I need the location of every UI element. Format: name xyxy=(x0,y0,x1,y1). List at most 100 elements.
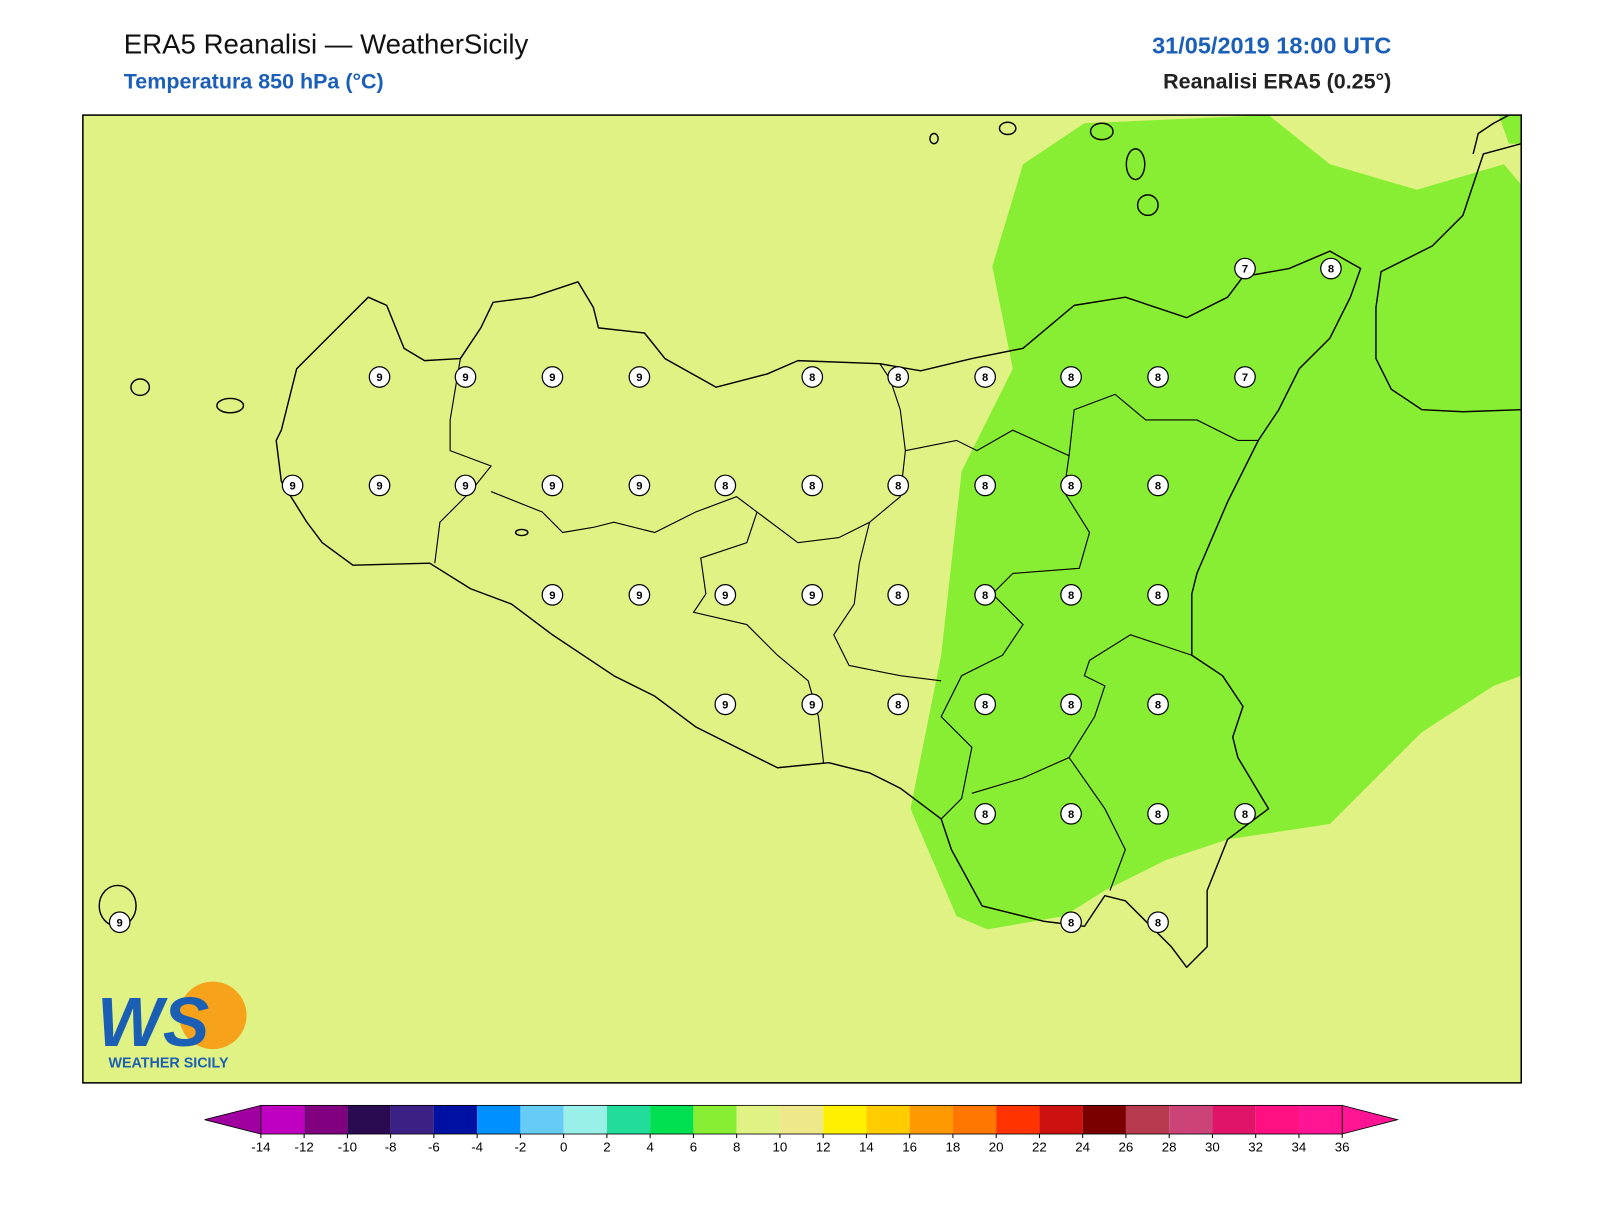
station-value: 8 xyxy=(1068,917,1074,929)
station-marker xyxy=(974,366,997,388)
station-marker xyxy=(368,366,391,388)
island xyxy=(929,132,939,145)
colorbar-box xyxy=(1039,1105,1083,1135)
station-value: 9 xyxy=(722,699,728,711)
colorbar-tick-label: -8 xyxy=(385,1139,397,1154)
colorbar-tick-label: 32 xyxy=(1248,1139,1263,1154)
station-marker xyxy=(801,584,824,606)
island xyxy=(216,397,245,414)
station-value: 9 xyxy=(636,372,642,384)
colorbar-box xyxy=(433,1105,478,1135)
station-value: 9 xyxy=(549,590,555,602)
logo-sun xyxy=(179,981,247,1050)
station-value: 8 xyxy=(809,481,815,493)
station-value: 9 xyxy=(809,699,815,711)
colorbar-box xyxy=(952,1105,997,1135)
province-border xyxy=(1068,757,1126,891)
colorbar-tick-label: 22 xyxy=(1032,1139,1047,1154)
station-value: 8 xyxy=(982,481,988,493)
colorbar-tick-label: 4 xyxy=(646,1139,653,1154)
station-marker xyxy=(108,911,131,934)
colorbar-tick-label: 16 xyxy=(902,1139,917,1154)
colorbar-box xyxy=(1169,1105,1213,1135)
colorbar-box xyxy=(779,1105,824,1135)
station-marker xyxy=(628,474,651,497)
logo-caption: WEATHER SICILY xyxy=(108,1056,229,1072)
island xyxy=(514,528,529,537)
map-area: 9 9 9 9 8 8 8 8 8 7 7 8 9 9 9 9 9 8 8 8 8 8 8 9 9 9 9 8 8 8 8 9 9 8 8 8 8 8 8 8… xyxy=(82,115,1522,1083)
station-marker xyxy=(714,584,737,606)
subtitle: Temperatura 850 hPa (°C) xyxy=(124,69,384,93)
temperature-region xyxy=(1498,115,1522,144)
temperature-region xyxy=(910,115,1522,930)
station-layer: 9 9 9 9 8 8 8 8 8 7 7 8 9 9 9 9 9 8 8 8 8 8 8 9 9 9 9 8 8 8 8 9 9 8 8 8 8 8 8 8… xyxy=(108,257,1342,934)
station-marker xyxy=(1147,584,1169,606)
station-marker xyxy=(1060,366,1082,388)
station-marker xyxy=(281,474,304,497)
station-marker xyxy=(714,693,737,716)
station-value: 8 xyxy=(895,481,901,493)
colorbar: -14 -12 -10 -8 -6 -4 -2 0 2 4 6 8 10 12 14 16 18 20 22 24 26… xyxy=(204,1104,1400,1154)
colorbar-box xyxy=(996,1105,1040,1135)
station-value: 9 xyxy=(462,481,468,493)
colorbar-tick-label: 2 xyxy=(603,1139,610,1154)
station-value: 8 xyxy=(1068,590,1074,602)
station-value: 8 xyxy=(1328,264,1334,276)
colorbar-box xyxy=(693,1105,737,1135)
station-marker xyxy=(628,366,651,388)
station-marker xyxy=(1234,257,1256,280)
colorbar-tick-label: 14 xyxy=(859,1139,874,1154)
station-marker xyxy=(887,584,910,606)
station-value: 8 xyxy=(809,372,815,384)
source: Reanalisi ERA5 (0.25°) xyxy=(1163,69,1391,93)
station-value: 9 xyxy=(376,481,382,493)
station-value: 9 xyxy=(376,372,382,384)
station-marker xyxy=(628,584,651,606)
station-value: 9 xyxy=(636,590,642,602)
station-value: 7 xyxy=(1242,372,1248,384)
station-marker xyxy=(887,366,910,388)
station-marker xyxy=(1147,911,1169,934)
colorbar-box xyxy=(650,1105,694,1135)
station-value: 8 xyxy=(1155,481,1161,493)
station-value: 9 xyxy=(117,917,123,929)
station-marker xyxy=(1147,802,1169,825)
station-marker xyxy=(541,474,564,497)
station-value: 8 xyxy=(895,590,901,602)
station-value: 8 xyxy=(1155,372,1161,384)
station-marker xyxy=(974,474,997,497)
station-value: 9 xyxy=(549,481,555,493)
station-marker xyxy=(887,693,910,716)
island xyxy=(1089,122,1114,141)
island xyxy=(1136,194,1159,217)
colorbar-tick-label: 10 xyxy=(773,1139,788,1154)
station-marker xyxy=(1147,366,1169,388)
colorbar-box xyxy=(1298,1105,1343,1135)
colorbar-under xyxy=(204,1104,262,1135)
station-marker xyxy=(1147,474,1169,497)
colorbar-tick-label: -12 xyxy=(295,1139,314,1154)
province-border xyxy=(971,634,1192,794)
logo-mark: WS xyxy=(97,983,209,1061)
station-marker xyxy=(1060,802,1082,825)
station-value: 8 xyxy=(895,699,901,711)
station-marker xyxy=(714,474,737,497)
colorbar-box xyxy=(866,1105,910,1135)
province-border xyxy=(1068,393,1259,456)
station-value: 8 xyxy=(1068,699,1074,711)
station-marker xyxy=(1060,693,1082,716)
colorbar-tick-label: 8 xyxy=(733,1139,740,1154)
colorbar-tick-label: -14 xyxy=(251,1139,270,1154)
station-value: 9 xyxy=(722,590,728,602)
colorbar-box xyxy=(1082,1105,1126,1135)
colorbar-tick-label: 24 xyxy=(1075,1139,1090,1154)
map-frame xyxy=(82,114,1522,1084)
station-marker xyxy=(1147,693,1169,716)
station-value: 8 xyxy=(1242,809,1248,821)
station-value: 9 xyxy=(549,372,555,384)
sicily-coastline xyxy=(275,250,1362,968)
station-marker xyxy=(801,474,824,497)
station-value: 9 xyxy=(462,372,468,384)
station-marker xyxy=(368,474,391,497)
